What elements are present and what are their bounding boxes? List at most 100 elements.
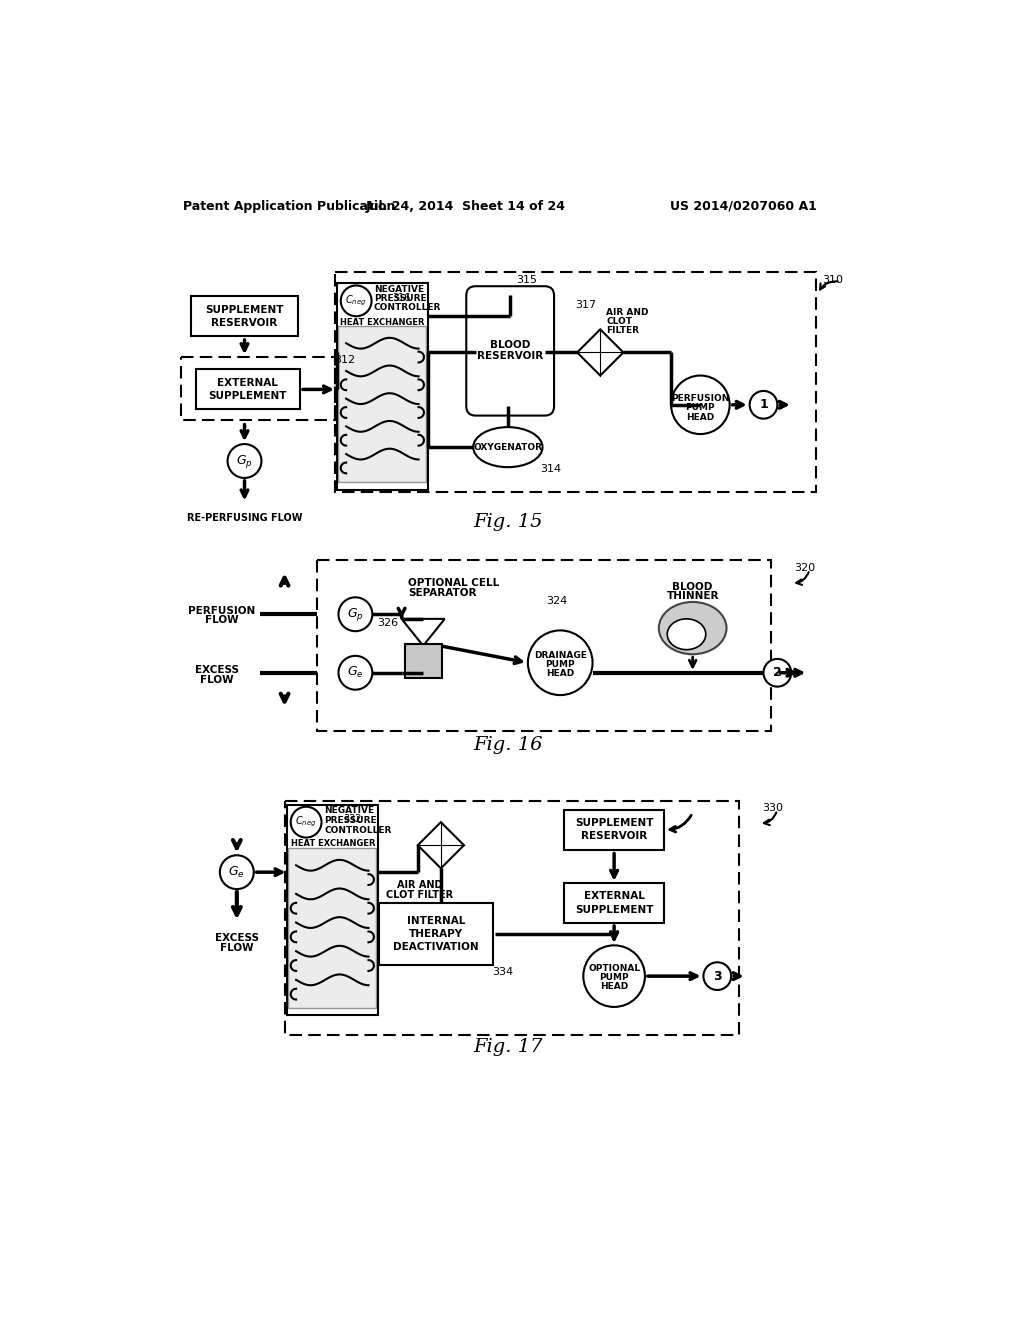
Text: BLOOD: BLOOD bbox=[673, 582, 713, 591]
Text: DRAINAGE: DRAINAGE bbox=[534, 651, 587, 660]
Circle shape bbox=[671, 375, 730, 434]
Polygon shape bbox=[401, 619, 444, 645]
Text: 310: 310 bbox=[822, 275, 843, 285]
Text: HEAD: HEAD bbox=[600, 982, 629, 991]
Text: EXCESS: EXCESS bbox=[195, 665, 239, 676]
Text: SUPPLEMENT
RESERVOIR: SUPPLEMENT RESERVOIR bbox=[574, 818, 653, 841]
Text: PRESSURE: PRESSURE bbox=[325, 816, 377, 825]
Ellipse shape bbox=[473, 428, 543, 467]
Text: 330: 330 bbox=[762, 804, 783, 813]
Text: PERFUSION: PERFUSION bbox=[187, 606, 255, 616]
Text: FILTER: FILTER bbox=[606, 326, 639, 335]
Circle shape bbox=[341, 285, 372, 317]
Text: 1: 1 bbox=[759, 399, 768, 412]
Text: $C_{neg}$: $C_{neg}$ bbox=[296, 814, 316, 829]
Text: 317: 317 bbox=[575, 300, 596, 310]
Text: $C_{neg}$: $C_{neg}$ bbox=[345, 293, 367, 308]
Text: PUMP: PUMP bbox=[599, 973, 629, 982]
Text: Fig. 16: Fig. 16 bbox=[473, 737, 543, 754]
Circle shape bbox=[227, 444, 261, 478]
Bar bbox=[190, 296, 298, 337]
Text: 324: 324 bbox=[547, 597, 567, 606]
Bar bbox=[285, 800, 739, 1035]
Circle shape bbox=[339, 656, 373, 689]
Text: CONTROLLER: CONTROLLER bbox=[374, 304, 441, 313]
Text: 312: 312 bbox=[335, 355, 355, 366]
Circle shape bbox=[528, 631, 593, 696]
Text: $G_p$: $G_p$ bbox=[347, 606, 364, 623]
Text: OPTIONAL CELL: OPTIONAL CELL bbox=[408, 578, 499, 589]
Text: SUPPLEMENT
RESERVOIR: SUPPLEMENT RESERVOIR bbox=[205, 305, 284, 327]
Bar bbox=[316, 560, 771, 731]
Circle shape bbox=[750, 391, 777, 418]
Circle shape bbox=[339, 597, 373, 631]
Text: 326: 326 bbox=[377, 619, 398, 628]
Bar bbox=[564, 810, 665, 850]
Ellipse shape bbox=[668, 619, 706, 649]
Circle shape bbox=[291, 807, 322, 837]
Text: BLOOD: BLOOD bbox=[489, 339, 530, 350]
Text: PRESSURE: PRESSURE bbox=[374, 294, 427, 304]
Text: NEGATIVE: NEGATIVE bbox=[374, 285, 424, 294]
Text: OXYGENATOR: OXYGENATOR bbox=[473, 442, 543, 451]
Text: CLOT FILTER: CLOT FILTER bbox=[386, 890, 453, 899]
Text: 316: 316 bbox=[392, 293, 411, 302]
Circle shape bbox=[764, 659, 792, 686]
Polygon shape bbox=[578, 330, 624, 376]
Text: US 2014/0207060 A1: US 2014/0207060 A1 bbox=[670, 199, 816, 213]
Text: 315: 315 bbox=[516, 275, 538, 285]
Bar bbox=[196, 370, 300, 409]
Text: FLOW: FLOW bbox=[200, 675, 233, 685]
Bar bbox=[287, 805, 378, 1015]
Text: Fig. 17: Fig. 17 bbox=[473, 1038, 543, 1056]
Text: $G_e$: $G_e$ bbox=[228, 865, 245, 879]
Text: EXTERNAL
SUPPLEMENT: EXTERNAL SUPPLEMENT bbox=[208, 378, 287, 401]
Text: 334: 334 bbox=[492, 968, 513, 977]
Text: AIR AND: AIR AND bbox=[396, 880, 442, 890]
Text: Jul. 24, 2014  Sheet 14 of 24: Jul. 24, 2014 Sheet 14 of 24 bbox=[366, 199, 565, 213]
Text: 2: 2 bbox=[773, 667, 781, 680]
Text: CONTROLLER: CONTROLLER bbox=[325, 826, 392, 836]
Text: RESERVOIR: RESERVOIR bbox=[477, 351, 544, 360]
Text: PUMP: PUMP bbox=[685, 404, 715, 412]
Text: HEAT EXCHANGER: HEAT EXCHANGER bbox=[340, 318, 425, 327]
Text: Fig. 15: Fig. 15 bbox=[473, 513, 543, 531]
FancyBboxPatch shape bbox=[466, 286, 554, 416]
Circle shape bbox=[220, 855, 254, 890]
Text: HEAT EXCHANGER: HEAT EXCHANGER bbox=[291, 840, 375, 849]
Text: $G_e$: $G_e$ bbox=[347, 665, 364, 680]
Bar bbox=[379, 903, 494, 965]
Ellipse shape bbox=[658, 602, 727, 655]
Text: EXCESS: EXCESS bbox=[215, 933, 259, 942]
Bar bbox=[335, 272, 816, 492]
Text: RE-PERFUSING FLOW: RE-PERFUSING FLOW bbox=[186, 512, 302, 523]
Text: FLOW: FLOW bbox=[205, 615, 239, 626]
Text: 332: 332 bbox=[343, 814, 361, 824]
Text: FLOW: FLOW bbox=[220, 942, 254, 953]
Text: PUMP: PUMP bbox=[546, 660, 575, 669]
FancyBboxPatch shape bbox=[404, 644, 441, 678]
Bar bbox=[339, 326, 426, 482]
Text: NEGATIVE: NEGATIVE bbox=[325, 807, 375, 814]
Text: OPTIONAL: OPTIONAL bbox=[588, 964, 640, 973]
Text: CLOT: CLOT bbox=[606, 317, 633, 326]
Text: INTERNAL
THERAPY
DEACTIVATION: INTERNAL THERAPY DEACTIVATION bbox=[393, 916, 479, 952]
Text: EXTERNAL
SUPPLEMENT: EXTERNAL SUPPLEMENT bbox=[574, 891, 653, 915]
Circle shape bbox=[584, 945, 645, 1007]
Text: Patent Application Publication: Patent Application Publication bbox=[183, 199, 395, 213]
Text: HEAD: HEAD bbox=[546, 669, 574, 678]
Text: PERFUSION: PERFUSION bbox=[671, 395, 729, 403]
Text: THINNER: THINNER bbox=[667, 591, 719, 601]
Bar bbox=[289, 849, 376, 1008]
Text: AIR AND: AIR AND bbox=[606, 308, 649, 317]
Bar bbox=[337, 284, 428, 490]
Text: HEAD: HEAD bbox=[686, 413, 715, 421]
Bar bbox=[564, 883, 665, 923]
Text: $G_p$: $G_p$ bbox=[237, 453, 253, 470]
Text: 3: 3 bbox=[713, 970, 722, 982]
Text: 314: 314 bbox=[541, 463, 561, 474]
Text: SEPARATOR: SEPARATOR bbox=[408, 587, 476, 598]
Circle shape bbox=[703, 962, 731, 990]
Text: 320: 320 bbox=[795, 564, 815, 573]
Bar bbox=[180, 358, 335, 420]
